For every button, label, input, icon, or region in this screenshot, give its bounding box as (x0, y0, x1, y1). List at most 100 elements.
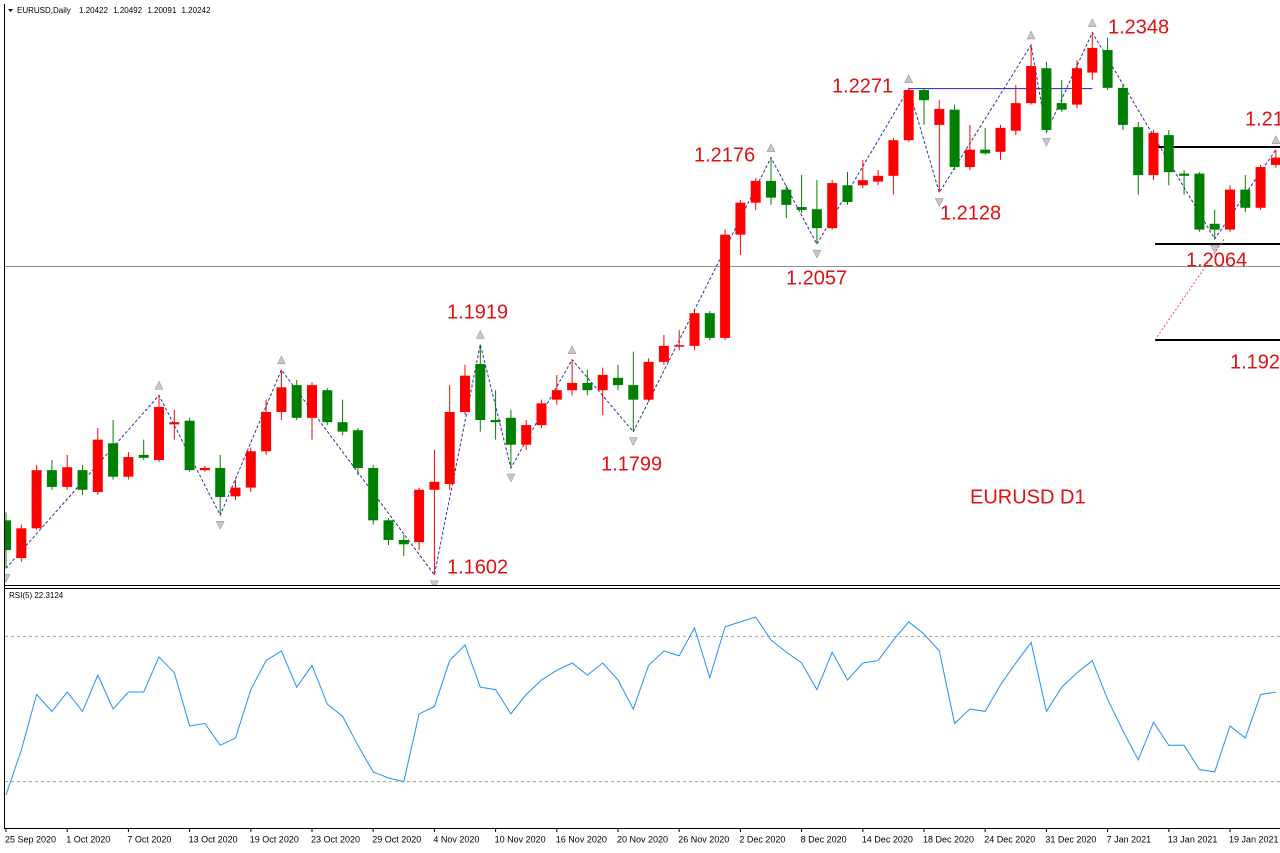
rsi-panel (5, 616, 1280, 796)
price-annotation: 1.192 (1230, 351, 1280, 373)
ohlc: 1.20242 (182, 6, 211, 15)
candle-body (888, 140, 899, 176)
ohlc: 1.20492 (113, 6, 142, 15)
candle-body (903, 90, 914, 141)
rsi-label: RSI(5) 22.3124 (9, 591, 64, 600)
fractal-arrow (1026, 30, 1036, 40)
candle-body (811, 209, 822, 229)
candle-body (704, 313, 715, 338)
candle-body (1194, 173, 1205, 230)
candle-body (138, 454, 149, 458)
candle-body (964, 149, 975, 168)
candle-body (414, 489, 425, 543)
candle-body (1240, 189, 1251, 208)
candle-body (689, 313, 700, 346)
candle-body (5, 520, 11, 551)
time-label: 25 Sep 2020 (5, 834, 56, 844)
price-annotation: 1.2176 (694, 144, 755, 166)
fractal-arrow (1041, 137, 1051, 147)
candle-body (276, 387, 287, 413)
candle-body (307, 385, 317, 418)
time-label: 14 Dec 2020 (862, 834, 913, 844)
candle-body (750, 180, 761, 203)
candle-body (1133, 127, 1144, 176)
fractal-arrow (904, 74, 914, 83)
candle-body (597, 374, 608, 391)
time-label: 13 Jan 2021 (1168, 834, 1218, 844)
candle-body (184, 420, 195, 471)
candle-body (1209, 223, 1220, 230)
time-label: 2 Dec 2020 (739, 834, 785, 844)
candle-body (1056, 103, 1067, 110)
time-label: 24 Dec 2020 (984, 834, 1035, 844)
time-label: 13 Oct 2020 (189, 834, 238, 844)
candle-body (582, 382, 593, 391)
candle-body (551, 390, 562, 400)
candle-body (658, 345, 669, 362)
candle-body (873, 175, 884, 182)
candle-body (475, 364, 486, 421)
time-label: 26 Nov 2020 (678, 834, 729, 844)
time-label: 8 Dec 2020 (801, 834, 847, 844)
fractal-arrow (475, 329, 485, 339)
candle-body (1102, 50, 1113, 88)
candle-body (352, 430, 363, 468)
candle-body (77, 470, 88, 490)
fractal-arrow (567, 345, 577, 354)
zigzag (5, 31, 1277, 577)
fractal-arrow (5, 574, 11, 583)
symbol: EURUSD,Daily (17, 6, 71, 15)
candle-body (857, 180, 868, 186)
time-label: 1 Oct 2020 (66, 834, 110, 844)
candle-body (674, 345, 685, 347)
fractal-arrow (934, 198, 944, 208)
candle-body (720, 234, 731, 338)
candle-body (1041, 68, 1052, 131)
candle-body (643, 361, 654, 400)
candle-body (16, 528, 27, 559)
candle-body (322, 390, 333, 423)
candle-body (766, 180, 776, 198)
time-label: 20 Nov 2020 (617, 834, 668, 844)
candle-body (628, 385, 639, 400)
rsi-line (5, 616, 1276, 796)
time-label: 7 Jan 2021 (1107, 834, 1152, 844)
time-label: 19 Oct 2020 (250, 834, 299, 844)
candle-body (460, 375, 470, 413)
candle-body (1087, 47, 1098, 73)
ohlc: 1.20422 (79, 6, 108, 15)
candle-body (919, 90, 929, 101)
price-annotation: 1.1919 (447, 301, 508, 323)
candle-body (536, 403, 547, 426)
candle-body (490, 420, 501, 423)
candle-body (827, 183, 838, 229)
fractal-arrow (1271, 135, 1280, 144)
fractal-arrow (154, 380, 164, 390)
candle-body (92, 439, 103, 492)
price-annotation: 1.2064 (1186, 249, 1247, 271)
candle-body (796, 207, 807, 210)
candle-body (995, 127, 1006, 152)
fib-line (1154, 237, 1226, 341)
time-label: 16 Nov 2020 (556, 834, 607, 844)
price-annotation: 1.21 (1245, 108, 1280, 130)
fractal-arrow (215, 520, 225, 530)
candle-body (781, 189, 792, 205)
candle-body (735, 202, 746, 235)
candle-body (383, 520, 394, 540)
candle-body (980, 149, 991, 154)
price-annotation: 1.2128 (940, 202, 1001, 224)
candle-body (199, 467, 210, 471)
fractal-arrow (1087, 18, 1097, 27)
menu-arrow[interactable] (8, 9, 13, 12)
fractal-arrow (766, 143, 776, 152)
candle-body (31, 470, 42, 529)
candle-body (505, 417, 516, 445)
chart-header: EURUSD,Daily 1.20422 1.20492 1.20091 1.2… (17, 6, 211, 15)
candle-body (62, 467, 73, 487)
candle-body (1117, 87, 1128, 125)
candle-body (1148, 132, 1159, 176)
price-annotation: 1.2057 (786, 267, 847, 289)
